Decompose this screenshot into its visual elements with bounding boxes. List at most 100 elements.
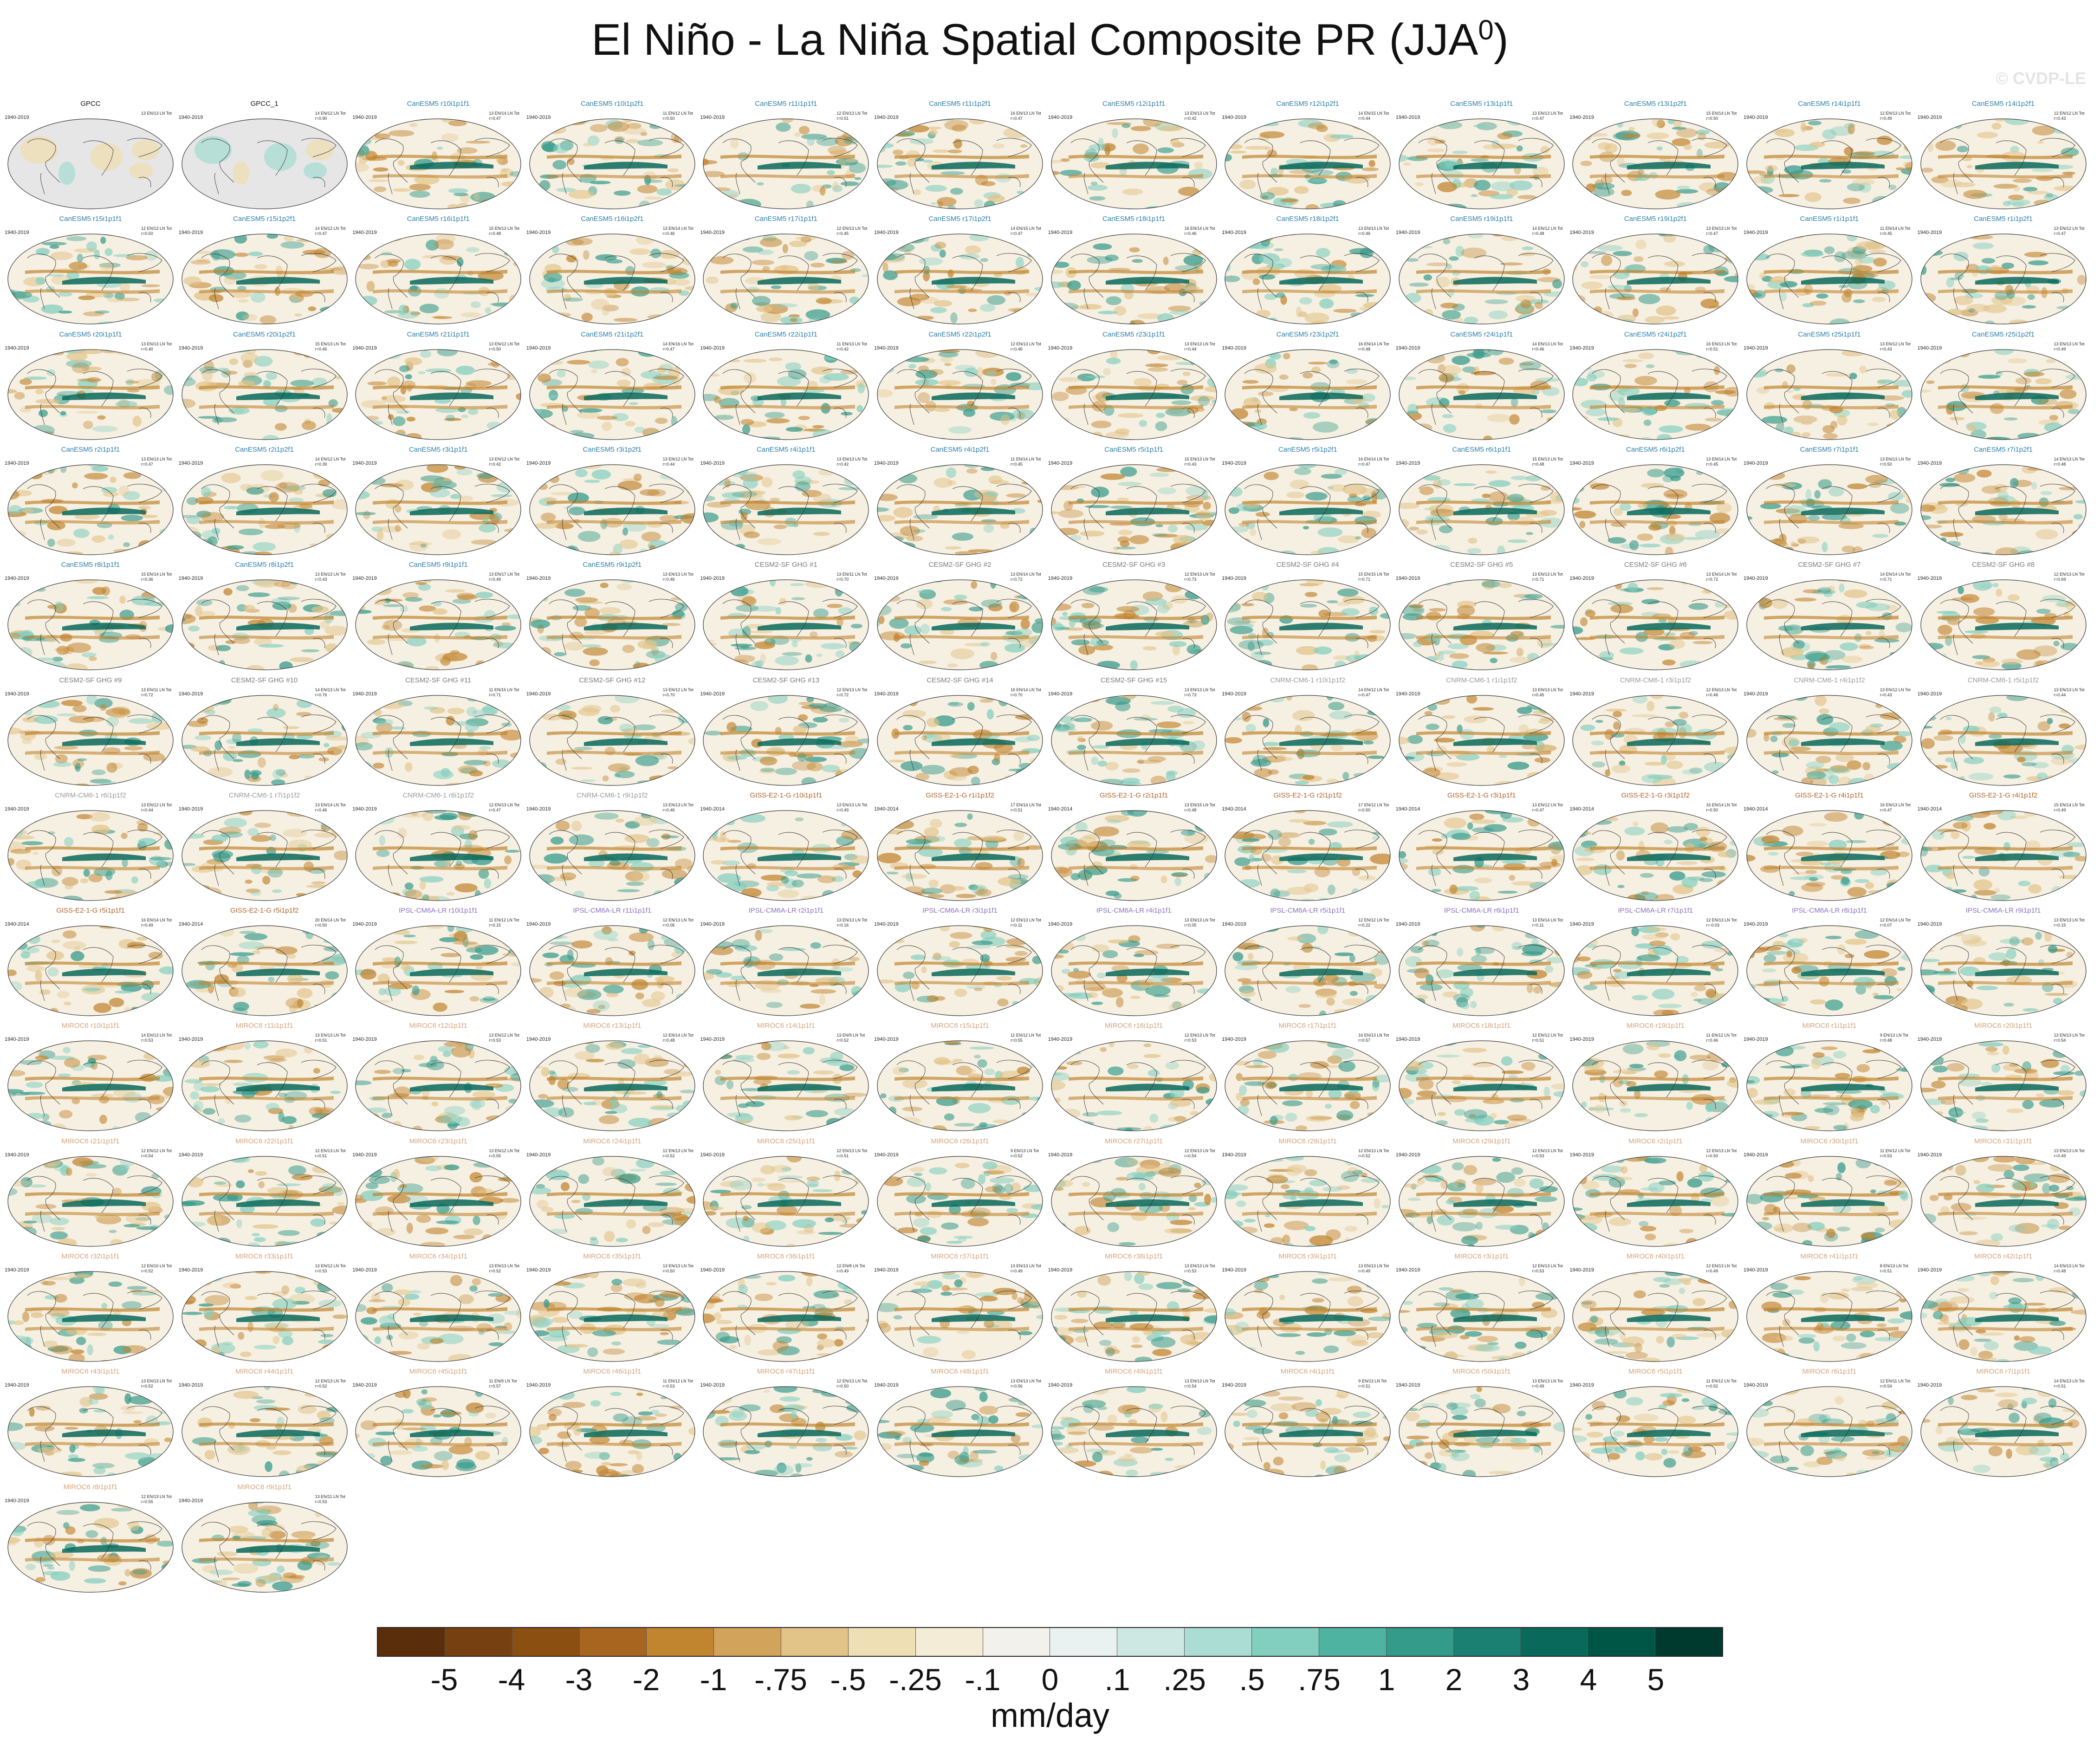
anomaly-blob: [1329, 710, 1353, 720]
anomaly-blob: [1383, 359, 1391, 368]
anomaly-blob: [2065, 374, 2086, 380]
anomaly-blob: [236, 585, 249, 591]
anomaly-blob: [419, 304, 439, 314]
anomaly-blob: [1133, 377, 1152, 387]
anomaly-blob: [1931, 176, 1948, 183]
anomaly-blob: [2061, 428, 2069, 432]
anomaly-blob: [1839, 642, 1858, 651]
anomaly-blob: [1430, 509, 1455, 517]
anomaly-blob: [1229, 150, 1247, 154]
map-panel: CNRM-CM6-1 r8i1p1f2 1940-2019 12 EN/13 LN …: [351, 791, 525, 908]
anomaly-blob: [877, 651, 883, 656]
anomaly-blob: [1037, 663, 1043, 670]
anomaly-blob: [2064, 469, 2079, 479]
anomaly-blob: [1488, 480, 1511, 487]
anomaly-blob: [1139, 420, 1147, 427]
anomaly-blob: [1051, 362, 1063, 372]
anomaly-blob: [1472, 349, 1485, 359]
anomaly-blob: [325, 533, 338, 539]
anomaly-blob: [1097, 311, 1117, 315]
map-border: [7, 694, 174, 786]
anomaly-blob: [1889, 651, 1912, 656]
anomaly-blob: [261, 435, 279, 440]
anomaly-blob: [448, 120, 467, 126]
coastline: [27, 369, 162, 425]
anomaly-blob: [492, 810, 500, 817]
anomaly-blob: [167, 763, 173, 769]
anomaly-blob: [1152, 533, 1167, 537]
coastline: [896, 599, 1032, 655]
anomaly-blob: [2027, 294, 2035, 300]
anomaly-blob: [588, 360, 609, 369]
anomaly-blob: [899, 473, 917, 483]
anomaly-blob: [1369, 630, 1386, 634]
anomaly-blob: [1381, 253, 1391, 257]
coastline: [896, 138, 1032, 195]
anomaly-blob: [1703, 245, 1715, 254]
anomaly-blob: [181, 470, 194, 480]
map-panel: CESM2-SF GHG #2 1940-2019 13 EN/14 LN Tot …: [873, 561, 1047, 677]
anomaly-blob: [549, 395, 557, 398]
anomaly-blob: [575, 597, 598, 603]
anomaly-blob: [1276, 292, 1285, 298]
anomaly-blob: [1329, 134, 1354, 139]
anomaly-blob: [1657, 120, 1666, 128]
anomaly-blob: [756, 305, 773, 313]
anomaly-blob: [1435, 277, 1450, 288]
anomaly-blob: [1064, 627, 1084, 631]
anomaly-blob: [485, 307, 492, 314]
anomaly-blob: [81, 366, 102, 371]
anomaly-blob: [1853, 299, 1865, 304]
map-panel: CanESM5 r15i1p2f1 1940-2019 14 EN/12 LN To…: [178, 215, 351, 331]
anomaly-blob: [1247, 641, 1255, 652]
anomaly-blob: [475, 660, 486, 670]
anomaly-blob: [862, 431, 869, 437]
anomaly-blob: [1815, 695, 1827, 706]
anomaly-blob: [140, 694, 147, 695]
anomaly-blob: [848, 428, 862, 433]
anomaly-blob: [574, 617, 587, 627]
anomaly-blob: [1289, 169, 1315, 174]
anomaly-blob: [1196, 306, 1208, 314]
anomaly-blob: [418, 584, 431, 591]
anomaly-blob: [41, 242, 67, 246]
anomaly-blob: [1211, 201, 1217, 209]
equatorial-wet-anomaly: [1453, 277, 1537, 285]
anomaly-blob: [616, 583, 632, 590]
anomaly-blob: [1765, 165, 1778, 172]
anomaly-blob: [1921, 168, 1933, 173]
anomaly-blob: [1012, 317, 1025, 324]
anomaly-blob: [1855, 273, 1879, 278]
anomaly-blob: [1270, 352, 1282, 360]
anomaly-blob: [1019, 435, 1025, 440]
anomaly-blob: [537, 373, 551, 383]
anomaly-blob: [1238, 197, 1250, 208]
equatorial-wet-anomaly: [1105, 507, 1189, 515]
anomaly-blob: [1156, 355, 1182, 360]
anomaly-blob: [615, 137, 624, 144]
anomaly-blob: [139, 547, 154, 554]
dry-anomaly-band: [894, 616, 1029, 620]
anomaly-blob: [73, 528, 90, 538]
anomaly-blob: [8, 665, 25, 670]
dry-anomaly-band: [1068, 174, 1203, 179]
anomaly-blob: [661, 623, 681, 626]
anomaly-blob: [324, 308, 347, 318]
panel-map: [181, 810, 348, 901]
panel-title: CanESM5 r15i1p1f1: [59, 215, 122, 223]
anomaly-blob: [986, 370, 997, 376]
anomaly-blob: [1766, 538, 1787, 548]
anomaly-blob: [8, 893, 21, 901]
dry-anomaly-band: [25, 270, 160, 275]
anomaly-blob: [150, 580, 170, 589]
anomaly-blob: [1826, 665, 1851, 669]
anomaly-blob: [1368, 160, 1376, 167]
map-border: [1225, 349, 1391, 440]
anomaly-blob: [1205, 301, 1217, 311]
map-border: [1399, 233, 1565, 324]
panel-period: 1940-2019: [874, 345, 899, 351]
anomaly-blob: [1122, 188, 1143, 195]
anomaly-blob: [105, 870, 113, 880]
anomaly-blob: [233, 637, 250, 644]
anomaly-blob: [622, 644, 635, 653]
